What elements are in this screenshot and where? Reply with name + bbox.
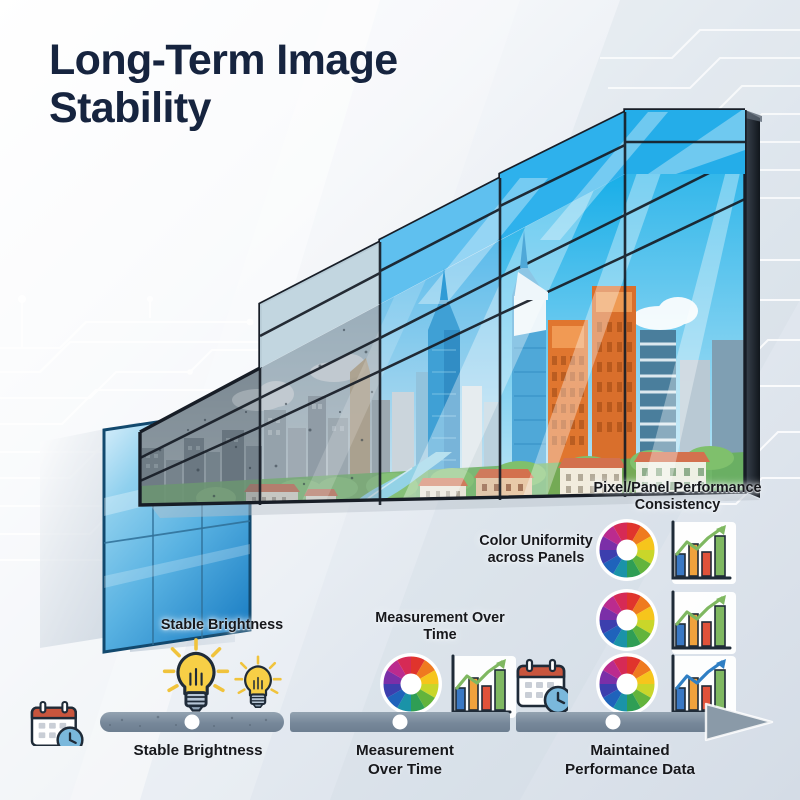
timeline-caption-3-line-1: Maintained [590, 742, 670, 759]
milestone-dot-2[interactable] [392, 714, 408, 730]
color-wheel-icon[interactable] [595, 588, 659, 652]
bar-chart-trend-icon[interactable] [670, 520, 738, 586]
timeline-caption-3: Maintained Performance Data [520, 742, 740, 779]
pixel-panel-group [595, 518, 738, 586]
timeline-track[interactable] [100, 702, 774, 742]
arrow-right-icon [706, 704, 772, 740]
timeline-caption-3-line-2: Performance Data [565, 760, 695, 778]
timeline-caption-1-line-1: Stable Brightness [133, 742, 263, 759]
label-pixel-panel-consistency: Pixel/Panel Performance Consistency [593, 480, 762, 513]
milestone-dot-1[interactable] [184, 714, 200, 730]
label-measurement-over-time: Measurement Over Time [375, 610, 505, 643]
timeline-caption-1: Stable Brightness [83, 742, 313, 761]
label-color-uniformity: Color Uniformity across Panels [479, 533, 593, 566]
bar-chart-trend-icon[interactable] [670, 590, 738, 656]
calendar-clock-icon[interactable] [30, 700, 84, 746]
color-uniformity-group [595, 588, 738, 656]
timeline [30, 700, 774, 746]
milestone-dot-3[interactable] [605, 714, 621, 730]
wall-side-bezel [745, 110, 760, 498]
page-title-line-2: Stability [49, 84, 211, 133]
color-wheel-icon[interactable] [595, 518, 659, 582]
label-stable-brightness: Stable Brightness [160, 617, 284, 633]
timeline-caption-2-line-2: Over Time [367, 760, 442, 778]
page-title-line-1: Long-Term Image [49, 36, 398, 84]
page-title: Long-Term Image Stability [49, 36, 398, 132]
timeline-caption-2-line-1: Measurement [356, 742, 454, 759]
timeline-caption-2: Measurement Over Time [305, 742, 505, 779]
